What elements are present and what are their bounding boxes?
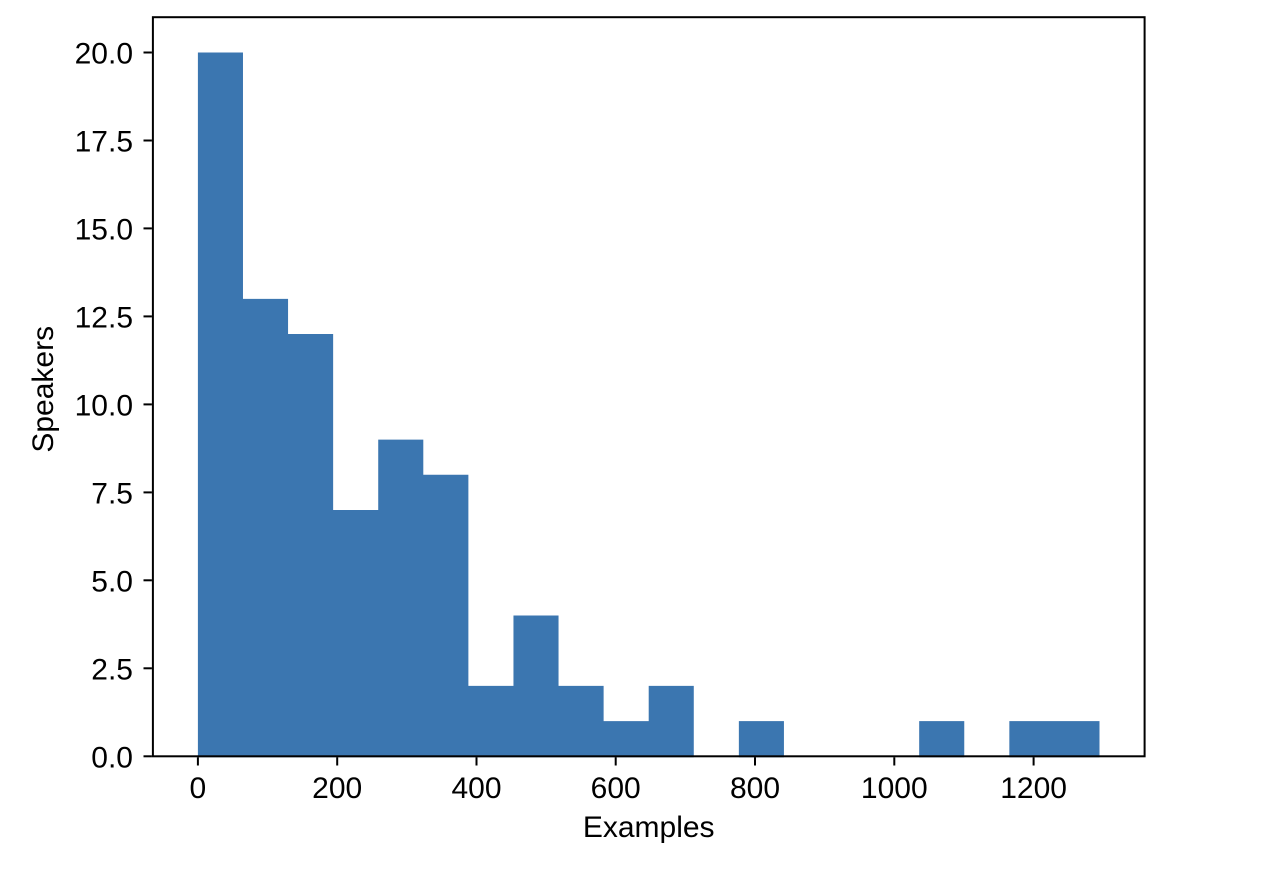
- svg-text:12.5: 12.5: [75, 302, 133, 335]
- svg-text:1000: 1000: [861, 772, 928, 805]
- svg-text:5.0: 5.0: [91, 566, 133, 599]
- svg-text:Examples: Examples: [583, 811, 715, 844]
- svg-text:800: 800: [730, 772, 780, 805]
- svg-text:2.5: 2.5: [91, 654, 133, 687]
- svg-text:20.0: 20.0: [75, 38, 133, 71]
- svg-text:0: 0: [190, 772, 207, 805]
- svg-text:10.0: 10.0: [75, 390, 133, 423]
- svg-text:400: 400: [451, 772, 501, 805]
- svg-text:600: 600: [591, 772, 641, 805]
- svg-text:200: 200: [312, 772, 362, 805]
- svg-text:7.5: 7.5: [91, 478, 133, 511]
- svg-text:17.5: 17.5: [75, 126, 133, 159]
- svg-text:1200: 1200: [1000, 772, 1067, 805]
- svg-text:15.0: 15.0: [75, 214, 133, 247]
- svg-text:Speakers: Speakers: [27, 326, 60, 453]
- svg-text:0.0: 0.0: [91, 742, 133, 775]
